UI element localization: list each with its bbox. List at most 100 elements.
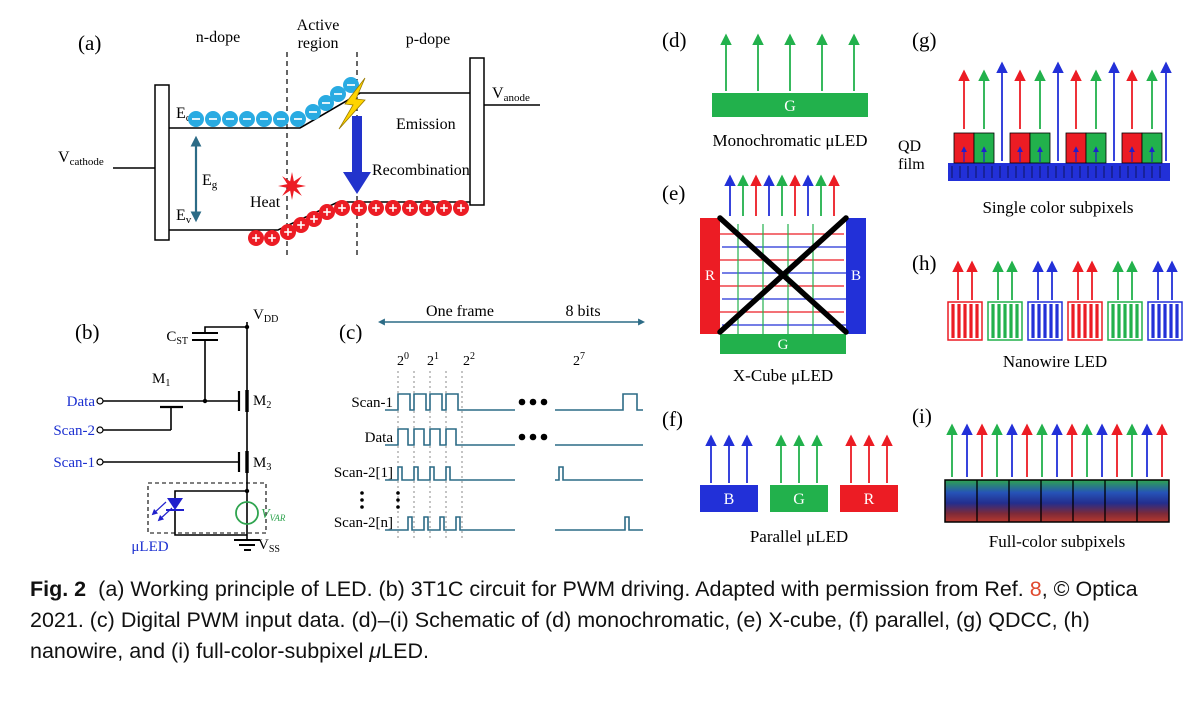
scan1-waveform (555, 393, 643, 411)
panel-f-parallel: (f) B G R Parallel μLED (662, 407, 898, 546)
v-anode-label: Vanode (492, 85, 530, 104)
panel-b-circuit: (b) VDD CST M1 M2 M3 Data Scan-2 S (53, 307, 286, 555)
waveforms (385, 393, 643, 531)
heat-star-icon (278, 172, 306, 200)
scan2-n-waveform (385, 516, 515, 531)
eight-bits-label: 8 bits (565, 303, 600, 320)
n-dope-label: n-dope (196, 29, 240, 46)
panel-i-fullcolor: (i) Full-color subpixels (912, 404, 1170, 551)
panel-b-label: (b) (75, 320, 100, 344)
led-array-ticks (951, 166, 1161, 178)
row-label-scan2-n: Scan-2[n] (334, 515, 393, 531)
caption-text: LED. (381, 639, 429, 664)
emission-arrows (952, 260, 1178, 300)
panel-c-timing-diagram: (c) One frame 8 bits 20 21 22 27 Scan-1 … (334, 303, 646, 541)
anode-electrode (469, 57, 485, 206)
p-dope-label: p-dope (406, 31, 450, 48)
caption-text: (a) Working principle of LED. (b) 3T1C c… (98, 577, 1030, 601)
vdd-label: VDD (253, 307, 278, 325)
panel-h-nanowire: (h) Nanowire LED (912, 251, 1183, 371)
recombination-arrow (343, 116, 371, 194)
scan2-n-waveform (555, 516, 643, 531)
scan1-waveform (385, 393, 515, 411)
green-bar-label: G (778, 337, 789, 353)
figure-number: Fig. 2 (30, 577, 87, 601)
transistor-gates (160, 391, 241, 472)
qd-film-label: QD (898, 138, 921, 155)
red-led-chip (840, 485, 898, 512)
subpixel-dividers (976, 480, 1138, 522)
emission-label: Emission (396, 116, 456, 133)
panel-f-caption: Parallel μLED (750, 527, 848, 546)
led-emission-arrow (151, 501, 167, 516)
green-chip-label: G (793, 491, 805, 508)
data-terminal-label: Data (67, 394, 96, 410)
reference-link[interactable]: 8 (1029, 577, 1042, 601)
row-label-data: Data (365, 430, 394, 446)
panel-g-label: (g) (912, 28, 937, 52)
ellipsis-dots (360, 398, 548, 509)
red-chip-label: R (864, 491, 875, 508)
blue-bar-label: B (851, 268, 861, 284)
capacitor-plates (192, 332, 218, 341)
panel-a-label: (a) (78, 31, 101, 55)
red-led-bar (700, 218, 720, 334)
panel-i-caption: Full-color subpixels (989, 532, 1125, 551)
active-region-label: region (298, 35, 339, 52)
led-emission-arrow (157, 507, 173, 522)
scan1-terminal-label: Scan-1 (53, 455, 95, 471)
input-terminals (96, 397, 104, 466)
emission-arrows (946, 423, 1168, 477)
figure-caption: Fig. 2 (a) Working principle of LED. (b) … (30, 574, 1156, 668)
data-waveform (385, 428, 515, 446)
qd-film-label: film (898, 156, 925, 173)
panel-a-band-diagram: (a) n-dope Active region p-dope Vcathode… (58, 17, 540, 256)
green-led-chip (770, 485, 828, 512)
row-label-scan1: Scan-1 (351, 395, 393, 411)
uled-label: μLED (131, 539, 168, 555)
vss-label: VSS (258, 537, 280, 555)
blue-led-bar (846, 218, 866, 334)
caption-text: , © Optica 2021. (c) Digital PWM input d… (30, 577, 1138, 664)
ev-label: Ev (176, 207, 192, 226)
panel-h-label: (h) (912, 251, 937, 275)
bit-label-0: 20 (397, 351, 409, 369)
xcube-prism-diagonal (717, 215, 849, 335)
row-label-scan2-1: Scan-2[1] (334, 465, 393, 481)
panel-e-label: (e) (662, 181, 685, 205)
one-frame-label: One frame (426, 303, 494, 320)
scan2-1-waveform (555, 466, 643, 481)
fullcolor-subpixel-bar (944, 479, 1170, 523)
panel-g-caption: Single color subpixels (982, 198, 1133, 217)
blue-led-chip (700, 485, 758, 512)
m3-label: M3 (253, 455, 271, 473)
blue-chip-label: B (724, 491, 735, 508)
panel-d-caption: Monochromatic μLED (713, 131, 868, 150)
emission-arrows (724, 174, 840, 216)
emission-arrows (705, 434, 893, 483)
vvar-source-icon (235, 501, 259, 525)
uled-diode-icon (167, 498, 183, 510)
red-bar-label: R (705, 268, 715, 284)
v-cathode-label: Vcathode (58, 149, 104, 168)
panel-g-qdcc: (g) QD film Single color subpixels (898, 28, 1172, 217)
ground-icon (234, 539, 260, 551)
bit-label-1: 21 (427, 351, 439, 369)
bit-label-2: 22 (463, 351, 475, 369)
nanowire-blocks (947, 301, 1183, 341)
wire-nodes (202, 324, 250, 494)
bit-label-7: 27 (573, 351, 585, 369)
heat-label: Heat (250, 194, 281, 211)
emission-arrows (958, 61, 1172, 162)
green-chip-label: G (784, 98, 796, 115)
electrons-group (188, 77, 359, 127)
circuit-wires (103, 322, 248, 540)
blue-led-array-bar (948, 163, 1170, 181)
panel-c-label: (c) (339, 320, 362, 344)
scan2-1-waveform (385, 466, 515, 481)
panel-f-label: (f) (662, 407, 683, 431)
emission-bolt-icon (338, 77, 366, 130)
m1-label: M1 (152, 371, 170, 389)
vvar-label: VVAR (261, 507, 286, 523)
panel-d-label: (d) (662, 28, 687, 52)
